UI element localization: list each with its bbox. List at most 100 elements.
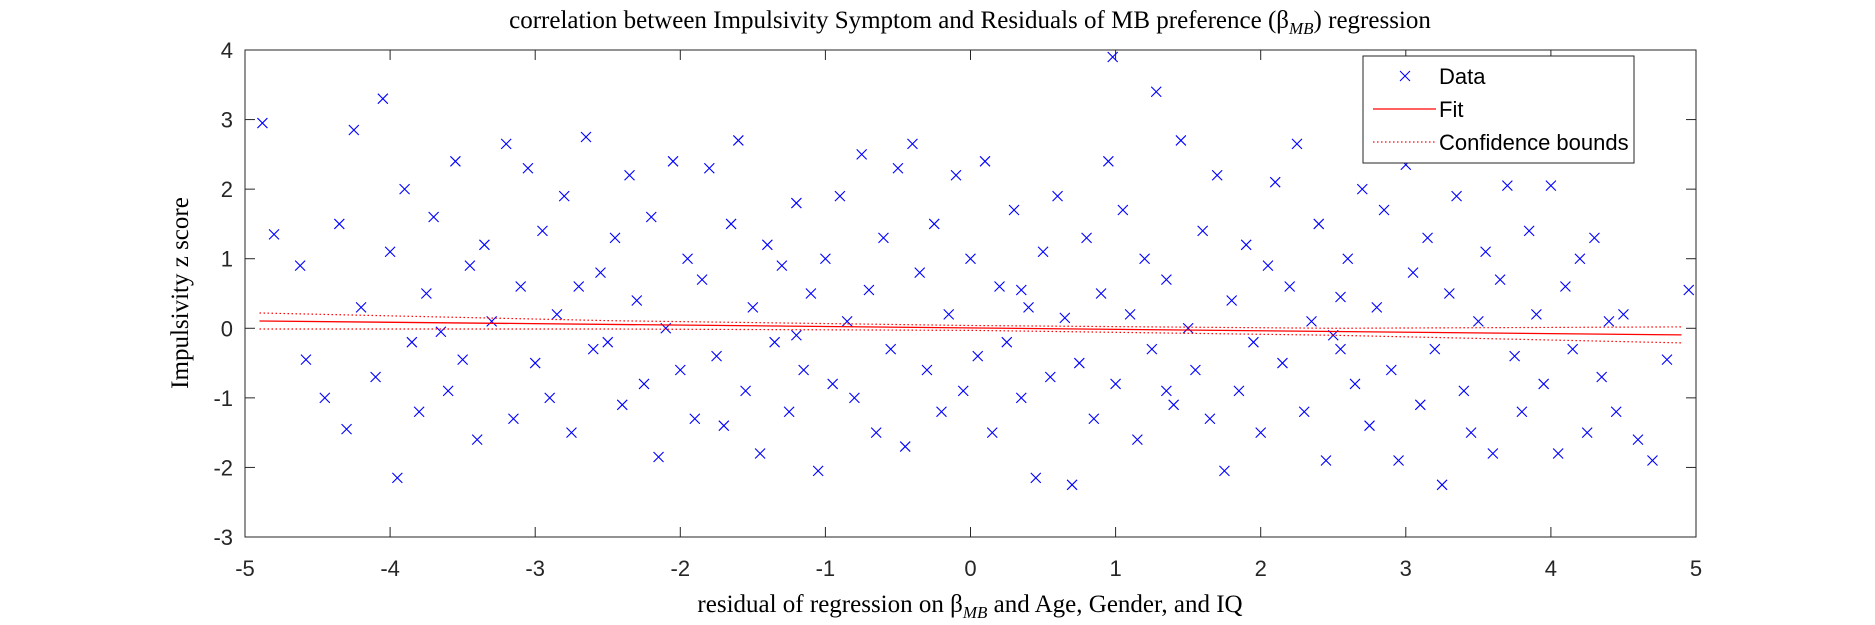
x-tick-label: -3 [525,556,545,581]
data-point [1182,322,1194,334]
x-tick-label: 5 [1690,556,1702,581]
data-point [1240,239,1252,251]
data-point [1015,392,1027,404]
data-point [1124,308,1136,320]
data-point [1102,155,1114,167]
data-point [471,434,483,445]
data-point [711,350,722,362]
data-point [783,406,795,418]
confidence-bound [259,328,1682,344]
data-point [616,399,628,411]
data-point [870,427,882,439]
x-axis-label: residual of regression on βMB and Age, G… [697,591,1242,622]
data-point [1501,180,1513,192]
data-point [1146,343,1158,355]
data-point [1596,371,1608,383]
x-tick-label: -5 [235,556,255,581]
data-point [1066,479,1078,491]
data-point [300,354,312,365]
data-point [1291,138,1303,150]
data-point [1342,253,1354,265]
data-point [1088,413,1100,425]
data-point [1560,281,1571,292]
x-tick-label: 0 [964,556,976,581]
data-point [1008,204,1020,216]
data-point [1531,308,1542,320]
data-point [790,329,802,341]
data-point [841,315,853,327]
data-point [1545,180,1557,192]
y-tick-label: 3 [221,108,233,133]
data-point [1052,190,1063,202]
data-point [1313,218,1325,230]
data-point [1284,281,1296,292]
data-point [863,284,875,296]
data-point [580,131,592,143]
data-point [653,451,664,463]
data-point [1175,135,1187,146]
data-point [442,385,454,397]
data-point [1277,357,1288,369]
y-tick-label: 0 [221,316,233,341]
data-point [537,225,548,237]
data-point [602,336,614,348]
fit-line [259,320,1682,336]
data-point [907,138,918,150]
data-point [377,93,389,105]
data-point [1095,288,1107,299]
data-point [1298,406,1310,418]
data-point [1110,378,1121,390]
data-point [667,155,679,167]
data-point [827,378,839,390]
data-point [333,218,345,230]
data-point [420,288,432,299]
data-point [703,162,715,174]
data-point [1197,225,1209,237]
data-point [1269,176,1281,188]
data-point [696,274,708,285]
data-point [1335,291,1346,303]
legend: Data Fit Confidence bounds [1362,55,1635,164]
data-point [1255,427,1267,439]
data-point [1364,420,1375,432]
xlabel-text: residual of regression on β [697,591,962,618]
data-point [950,169,962,181]
data-point [914,267,926,279]
x-tick-label: 2 [1255,556,1267,581]
x-tick-label: 3 [1400,556,1412,581]
data-point [1306,315,1317,327]
data-point [682,253,693,265]
data-point [1168,399,1180,411]
xlabel-text: and Age, Gender, and IQ [987,591,1242,618]
data-point [587,343,599,355]
data-point [1117,204,1129,216]
data-point [399,183,410,195]
data-point [1081,232,1092,244]
data-point [1073,357,1085,369]
data-point [1393,455,1404,466]
data-point [812,465,824,477]
data-point [1161,385,1172,397]
data-point [1443,288,1455,299]
data-point [1204,413,1216,425]
data-point [1190,364,1201,376]
data-point [1219,465,1230,477]
data-point [1161,274,1172,285]
data-point [406,336,418,348]
data-point [936,406,947,418]
data-point [558,190,570,202]
data-point [1509,350,1521,362]
data-point [464,260,476,272]
data-point [1487,448,1499,459]
data-point [1436,479,1448,491]
data-point [972,350,984,362]
data-point [1226,295,1238,306]
y-tick-label: 2 [221,177,233,202]
axes-box [244,49,1697,538]
x-tick-label: -4 [380,556,400,581]
data-point [450,155,461,167]
data-point [689,413,701,425]
data-point [986,427,998,439]
confidence-bound [259,312,1682,329]
y-tick-label: 4 [221,38,233,63]
